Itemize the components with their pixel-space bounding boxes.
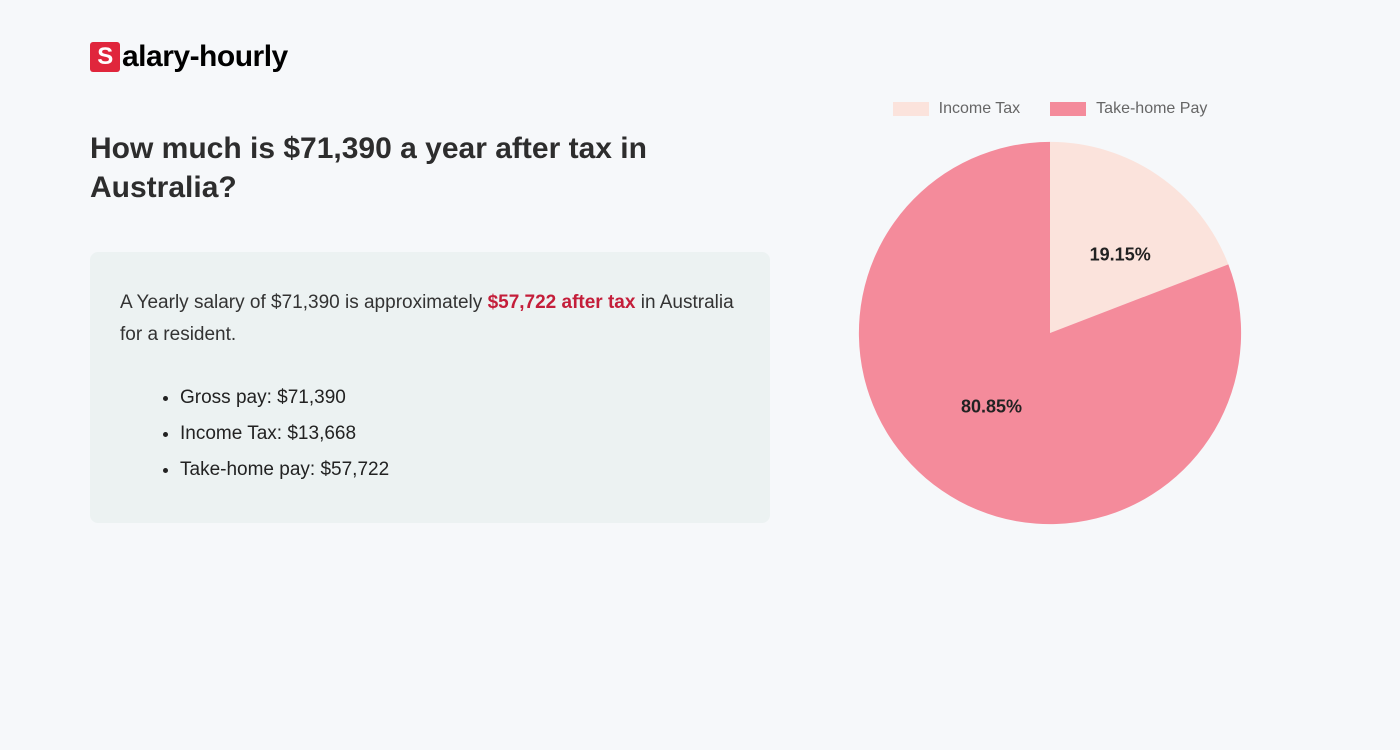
pie-chart: 19.15% 80.85% (855, 138, 1245, 528)
summary-text: A Yearly salary of $71,390 is approximat… (120, 287, 740, 352)
legend-swatch (1050, 102, 1086, 116)
page-title: How much is $71,390 a year after tax in … (90, 129, 770, 207)
list-item: Take-home pay: $57,722 (180, 452, 740, 488)
summary-prefix: A Yearly salary of $71,390 is approximat… (120, 292, 488, 313)
breakdown-list: Gross pay: $71,390 Income Tax: $13,668 T… (120, 380, 740, 488)
legend-label: Take-home Pay (1096, 100, 1207, 118)
legend-item-take-home: Take-home Pay (1050, 100, 1207, 118)
logo-initial: S (90, 42, 120, 72)
legend-label: Income Tax (939, 100, 1021, 118)
legend-item-income-tax: Income Tax (893, 100, 1021, 118)
pie-svg (855, 138, 1245, 528)
list-item: Income Tax: $13,668 (180, 416, 740, 452)
list-item: Gross pay: $71,390 (180, 380, 740, 416)
slice-label-income-tax: 19.15% (1090, 245, 1151, 266)
slice-label-take-home: 80.85% (961, 397, 1022, 418)
legend-swatch (893, 102, 929, 116)
logo-text: alary-hourly (122, 40, 288, 74)
chart-legend: Income Tax Take-home Pay (830, 100, 1270, 118)
summary-box: A Yearly salary of $71,390 is approximat… (90, 252, 770, 523)
logo: Salary-hourly (90, 40, 770, 74)
summary-highlight: $57,722 after tax (488, 292, 636, 313)
